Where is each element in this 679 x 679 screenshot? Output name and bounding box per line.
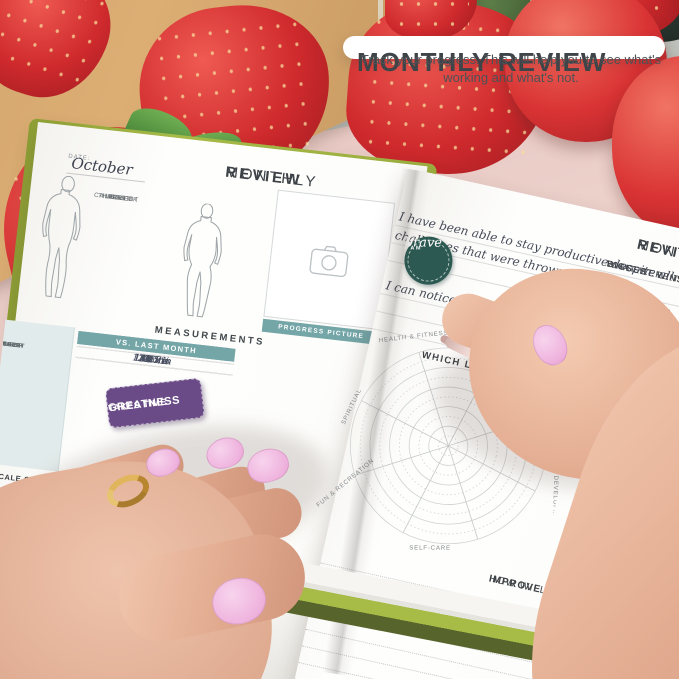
female-figure [183,203,222,318]
row-label: CALF [2,341,21,350]
body-measurement-labels: NECK CHEST BICEP WAIST HIPS THIGH CALF [91,190,200,204]
wheel-label: PERSONAL DEVELOPMENT [551,433,561,530]
body-label: CALF [93,191,115,202]
male-figure [42,175,81,299]
left-page: DATE: October MONTHLY REVIEW NECK CHEST … [0,122,428,679]
callout-title: MONTHLY REVIEW [357,47,607,77]
title-bold: REVIEW [224,163,304,190]
callout-subtitle: Track your progress. This will help you … [360,52,662,85]
camera-icon [309,245,349,278]
wheel-label: SELF-CARE [409,544,451,551]
wheel-label: SPIRITUAL [340,388,363,426]
greatness-takes-time-badge: GREATNESS TAKES TIME [104,377,205,429]
progress-picture-box [263,189,396,331]
left-page-title: MONTHLY REVIEW [127,152,326,191]
strawberry-seeds [393,0,469,34]
callout-card: MONTHLY REVIEW Track your progress. This… [343,36,665,85]
strawberry [385,0,477,40]
measurements-row-labels: NECK CHEST BICEP WAIST HIPS THIGH CALF [0,319,75,472]
measurement-row: 15-18% [75,345,234,375]
